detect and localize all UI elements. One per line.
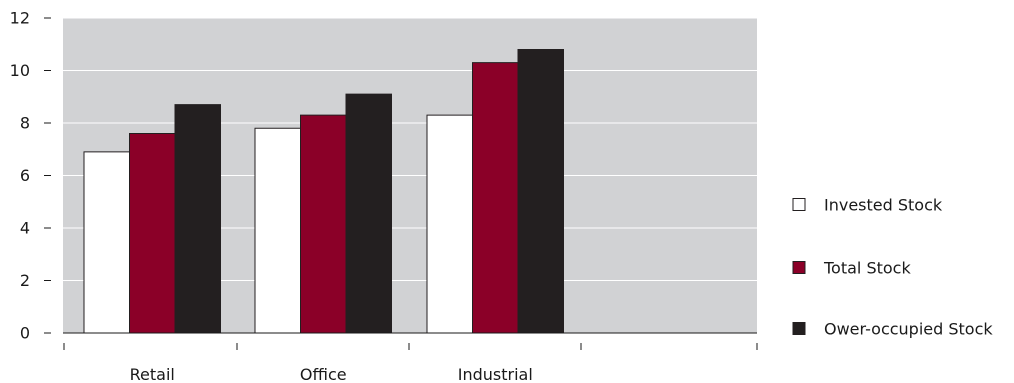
y-tick-label: 6 bbox=[20, 166, 30, 185]
bar-industrial-2 bbox=[472, 62, 519, 334]
bars bbox=[83, 49, 564, 334]
legend: Invested Stock Total Stock Ower-occupied S… bbox=[792, 196, 993, 339]
legend-swatch bbox=[792, 198, 806, 211]
legend-swatch bbox=[792, 322, 806, 335]
y-tick-label: 12 bbox=[10, 9, 30, 28]
legend-swatch bbox=[792, 261, 806, 274]
bar-industrial-1 bbox=[426, 114, 473, 334]
x-axis: Retail Office Industrial bbox=[63, 332, 758, 383]
legend-label: Invested Stock bbox=[824, 196, 943, 215]
x-tick-label: Retail bbox=[130, 365, 175, 383]
y-tick-label: 0 bbox=[20, 324, 30, 343]
bar-office-3 bbox=[345, 93, 392, 334]
bar-retail-1 bbox=[83, 151, 130, 334]
legend-label: Ower-occupied Stock bbox=[824, 320, 993, 339]
bar-office-2 bbox=[300, 114, 347, 334]
y-tick-label: 4 bbox=[20, 219, 30, 238]
bar-industrial-3 bbox=[517, 49, 564, 334]
y-axis: 0 2 4 6 8 10 12 bbox=[10, 9, 51, 343]
y-tick-label: 10 bbox=[10, 61, 30, 80]
x-tick-label: Industrial bbox=[458, 365, 533, 383]
legend-label: Total Stock bbox=[823, 259, 911, 278]
bar-retail-3 bbox=[174, 104, 221, 334]
bar-office-1 bbox=[254, 127, 301, 334]
bar-retail-2 bbox=[129, 133, 176, 334]
y-tick-label: 2 bbox=[20, 271, 30, 290]
x-tick-label: Office bbox=[300, 365, 347, 383]
y-tick-label: 8 bbox=[20, 114, 30, 133]
